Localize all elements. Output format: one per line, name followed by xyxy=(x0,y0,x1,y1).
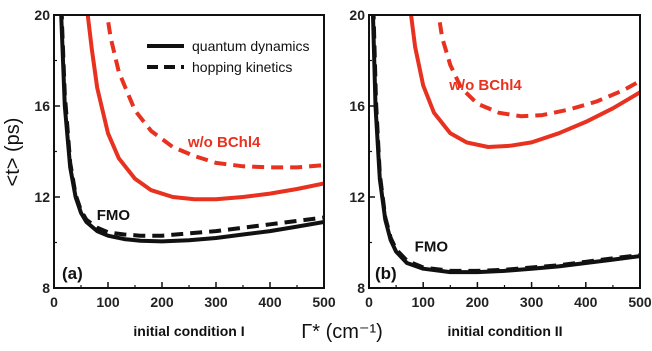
legend-label-hopping-kinetics: hopping kinetics xyxy=(192,59,292,75)
y-tick-label-b-20: 20 xyxy=(349,7,365,23)
series-a-fmo-dashed xyxy=(59,15,324,238)
annotation-b-w-o-bchl4: w/o BChl4 xyxy=(448,77,522,94)
x-tick-label-b-100: 100 xyxy=(412,294,436,310)
legend-label-quantum-dynamics: quantum dynamics xyxy=(192,38,310,54)
x-tick-label-b-300: 300 xyxy=(520,294,544,310)
y-tick-label-a-16: 16 xyxy=(34,98,50,114)
panel-b-frame xyxy=(368,14,641,289)
x-tick-label-b-0: 0 xyxy=(365,294,373,310)
y-tick-label-a-20: 20 xyxy=(34,7,50,23)
y-tick-label-b-12: 12 xyxy=(349,189,365,205)
series-b-w-o-bchl4-dashed xyxy=(436,15,640,119)
panel-a-label: (a) xyxy=(62,264,83,283)
series-a-w-o-bchl4-solid xyxy=(85,15,324,202)
x-tick-label-b-200: 200 xyxy=(466,294,490,310)
x-tick-label-a-200: 200 xyxy=(150,294,174,310)
x-tick-label-a-400: 400 xyxy=(258,294,282,310)
x-tick-label-b-500: 500 xyxy=(628,294,652,310)
y-axis-title: <t> (ps) xyxy=(2,118,24,187)
panel-b-condition-label: initial condition II xyxy=(447,323,562,339)
x-tick-label-a-500: 500 xyxy=(312,294,336,310)
x-axis-title: Γ* (cm⁻¹) xyxy=(301,321,383,343)
annotation-b-fmo: FMO xyxy=(415,239,449,256)
annotation-a-fmo: FMO xyxy=(97,207,131,224)
x-tick-label-a-300: 300 xyxy=(204,294,228,310)
y-tick-label-b-16: 16 xyxy=(349,98,365,114)
panel-b: 0 100 200 300 400 500 8 12 16 20 FMO w/o BChl4 (b)… xyxy=(349,7,652,339)
series-b-fmo-dashed xyxy=(371,15,640,273)
panel-b-label: (b) xyxy=(375,264,397,283)
legend: quantum dynamics hopping kinetics xyxy=(147,38,310,75)
series-a-fmo-solid xyxy=(59,15,324,244)
x-tick-label-a-0: 0 xyxy=(50,294,58,310)
y-tick-label-a-8: 8 xyxy=(42,280,50,296)
series-b-fmo-solid xyxy=(370,15,640,275)
y-tick-label-b-8: 8 xyxy=(357,280,365,296)
series-a-w-o-bchl4-dashed xyxy=(105,15,324,170)
annotation-a-w-o-bchl4: w/o BChl4 xyxy=(187,134,261,151)
panel-a-condition-label: initial condition I xyxy=(133,323,244,339)
panel-a: 0 100 200 300 400 500 8 12 16 20 FMO w/o BChl4 (a)… xyxy=(34,7,336,339)
y-tick-label-a-12: 12 xyxy=(34,189,50,205)
x-tick-label-b-400: 400 xyxy=(574,294,598,310)
series-b-w-o-bchl4-solid xyxy=(409,15,640,149)
x-tick-label-a-100: 100 xyxy=(96,294,120,310)
